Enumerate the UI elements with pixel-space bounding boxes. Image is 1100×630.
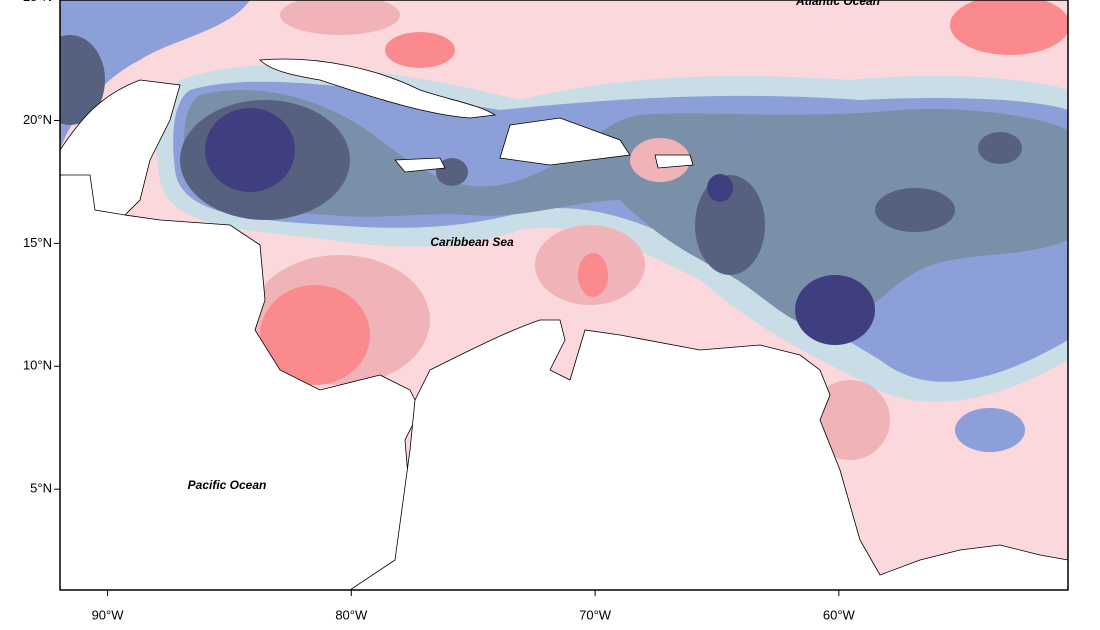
field-blue	[60, 0, 250, 150]
y-tick-label: 25°N	[23, 0, 52, 4]
hispaniola	[499, 117, 631, 166]
x-tick-label: 60°W	[823, 607, 856, 622]
y-tick-label: 15°N	[23, 235, 52, 250]
land	[60, 58, 1068, 590]
field-dark	[875, 188, 955, 232]
cuba	[259, 58, 497, 119]
jamaica	[394, 157, 446, 173]
field-dark	[978, 132, 1022, 164]
frame	[59, 0, 1069, 591]
field-slate	[183, 90, 1068, 330]
ocean-label: Atlantic Ocean	[795, 0, 880, 8]
y-tick-label: 20°N	[23, 112, 52, 127]
field-darkest	[205, 108, 295, 192]
y-tick-label: 5°N	[30, 481, 52, 496]
field-red	[950, 0, 1068, 55]
field-pink	[810, 380, 890, 460]
field-red	[578, 253, 608, 297]
x-tick-label: 70°W	[579, 607, 612, 622]
field-dark	[695, 175, 765, 275]
field-darkest	[707, 174, 733, 202]
field-dark	[436, 158, 468, 186]
puerto-rico	[654, 154, 694, 169]
x-tick-label: 80°W	[335, 607, 368, 622]
south-america	[349, 319, 1068, 590]
ocean-label: Pacific Ocean	[188, 478, 267, 492]
field-red	[385, 32, 455, 68]
field-darkest	[795, 275, 875, 345]
y-tick-label: 10°N	[23, 358, 52, 373]
field-red	[260, 285, 370, 385]
field-dark	[60, 35, 105, 125]
field-pink	[280, 0, 400, 35]
x-tick-label: 90°W	[92, 607, 125, 622]
field-blue	[955, 408, 1025, 452]
anomaly-field	[60, 0, 1068, 590]
sea-label: Caribbean Sea	[430, 235, 514, 249]
yucatan	[60, 79, 181, 216]
